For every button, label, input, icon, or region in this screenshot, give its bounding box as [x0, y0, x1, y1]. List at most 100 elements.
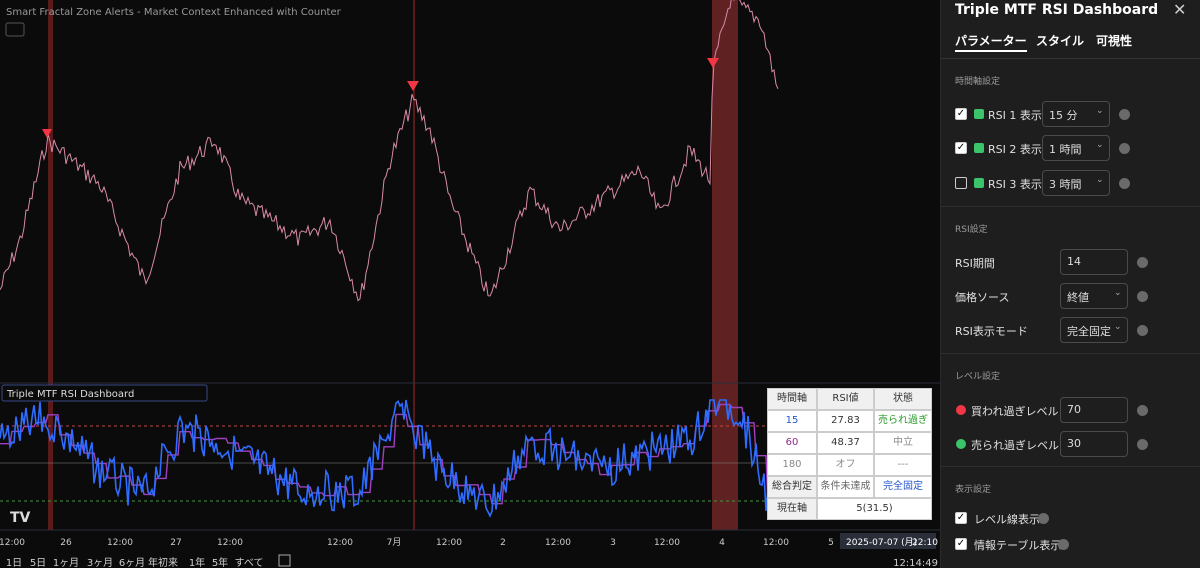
- range-button[interactable]: 1日: [6, 558, 22, 568]
- table-cell: ---: [874, 454, 932, 476]
- range-button[interactable]: すべて: [235, 557, 264, 568]
- dropdown-arrow: ⌄: [1096, 140, 1104, 150]
- tab[interactable]: スタイル: [1036, 34, 1085, 48]
- logo: TV: [10, 510, 31, 526]
- table-cell: 売られ過ぎ: [874, 410, 932, 432]
- time-label: 2: [500, 538, 506, 548]
- time-label: 12:00: [107, 538, 133, 548]
- time-label: 4: [719, 538, 725, 548]
- range-button[interactable]: 6ヶ月: [119, 557, 145, 568]
- field-label: RSI 2 表示: [988, 143, 1042, 156]
- range-button[interactable]: 1ヶ月: [53, 557, 79, 568]
- time-label: 27: [170, 538, 181, 548]
- zone-highlight: [712, 0, 738, 530]
- section-divider: [941, 466, 1200, 467]
- toggle-icon: [974, 109, 984, 119]
- field-input[interactable]: 70: [1060, 397, 1128, 423]
- section-heading: レベル設定: [955, 372, 1001, 382]
- info-icon: [1137, 439, 1148, 450]
- range-button[interactable]: 3ヶ月: [87, 557, 113, 568]
- field-label: 買われ過ぎレベル: [971, 405, 1059, 418]
- table-header: 状態: [874, 388, 932, 410]
- info-icon: [1119, 178, 1130, 189]
- tab[interactable]: 可視性: [1096, 34, 1133, 48]
- pane-legend[interactable]: [1, 384, 208, 402]
- time-axis: [0, 530, 940, 550]
- time-label: 3: [610, 538, 616, 548]
- range-button[interactable]: 5日: [30, 558, 46, 568]
- table-header: RSI値: [817, 388, 874, 410]
- checkbox[interactable]: ✓: [955, 142, 967, 154]
- dropdown-arrow: ⌄: [1114, 322, 1122, 332]
- checkbox[interactable]: [955, 177, 967, 189]
- zone-highlight: [413, 0, 415, 530]
- info-icon: [1137, 405, 1148, 416]
- field-input[interactable]: 3 時間: [1042, 170, 1110, 196]
- tab-divider: [941, 58, 1200, 59]
- checkbox[interactable]: ✓: [955, 512, 967, 524]
- field-label: 情報テーブル表示: [974, 539, 1062, 552]
- time-label: 7月: [387, 537, 402, 548]
- info-icon: [1137, 325, 1148, 336]
- field-label: RSI表示モード: [955, 325, 1028, 338]
- time-label: 12:00: [545, 538, 571, 548]
- info-icon: [1137, 257, 1148, 268]
- info-icon: [1058, 539, 1069, 550]
- section-divider: [941, 206, 1200, 207]
- field-input[interactable]: 完全固定: [1060, 317, 1128, 343]
- table-cell: 完全固定: [874, 476, 932, 498]
- range-button[interactable]: 1年: [189, 556, 205, 568]
- checkbox[interactable]: ✓: [955, 108, 967, 120]
- signal-marker: [42, 129, 52, 138]
- dropdown-arrow: ⌄: [1096, 175, 1104, 185]
- field-input[interactable]: 終値: [1060, 283, 1128, 309]
- time-label: 12:00: [327, 538, 353, 548]
- toolbar: [0, 550, 940, 568]
- calendar-icon[interactable]: [278, 554, 291, 567]
- field-input[interactable]: 30: [1060, 431, 1128, 457]
- cursor-label-bg: [840, 533, 936, 549]
- cursor-date: 2025-07-07 (月): [846, 537, 917, 548]
- section-divider: [941, 353, 1200, 354]
- time-label: 26: [60, 538, 72, 548]
- table-cell: 総合判定: [767, 476, 817, 498]
- table-cell: 中立: [874, 432, 932, 454]
- time-label: 12:00: [654, 538, 680, 548]
- toggle-icon: [974, 143, 984, 153]
- signal-marker: [707, 58, 719, 68]
- collapse-button[interactable]: [5, 22, 25, 37]
- table-cell: オフ: [817, 454, 874, 476]
- section-heading: 表示設定: [955, 485, 992, 495]
- section-heading: RSI設定: [955, 225, 988, 235]
- tab[interactable]: パラメーター: [955, 34, 1027, 48]
- range-button[interactable]: 5年: [212, 556, 228, 568]
- field-label: 価格ソース: [955, 291, 1010, 304]
- pane-title: Triple MTF RSI Dashboard: [6, 389, 134, 400]
- section-heading: 時間軸設定: [955, 77, 1001, 87]
- rsi-line-1: [0, 399, 771, 518]
- price-line: [0, 0, 779, 302]
- field-label: RSI期間: [955, 257, 995, 270]
- field-input[interactable]: 14: [1060, 249, 1128, 275]
- time-label: 12:00: [217, 538, 243, 548]
- level-dot: [956, 439, 966, 449]
- table-header: 時間軸: [767, 388, 817, 410]
- level-dot: [956, 405, 966, 415]
- table-cell: 15: [767, 410, 817, 432]
- close-button[interactable]: ✕: [1173, 0, 1187, 19]
- toggle-icon: [974, 178, 984, 188]
- clock: 12:14:49: [893, 558, 938, 568]
- field-label: RSI 1 表示: [988, 109, 1042, 122]
- dropdown-arrow: ⌄: [1114, 288, 1122, 298]
- info-icon: [1038, 513, 1049, 524]
- range-button[interactable]: 年初来: [148, 556, 178, 568]
- checkbox[interactable]: ✓: [955, 538, 967, 550]
- info-icon: [1119, 109, 1130, 120]
- time-label: 12:00: [0, 538, 25, 548]
- table-cell: 27.83: [817, 410, 874, 432]
- zone-highlight: [48, 0, 53, 530]
- time-label: 12:00: [436, 538, 462, 548]
- field-input[interactable]: 15 分: [1042, 101, 1110, 127]
- field-input[interactable]: 1 時間: [1042, 135, 1110, 161]
- cursor-time: 22:10: [912, 538, 938, 548]
